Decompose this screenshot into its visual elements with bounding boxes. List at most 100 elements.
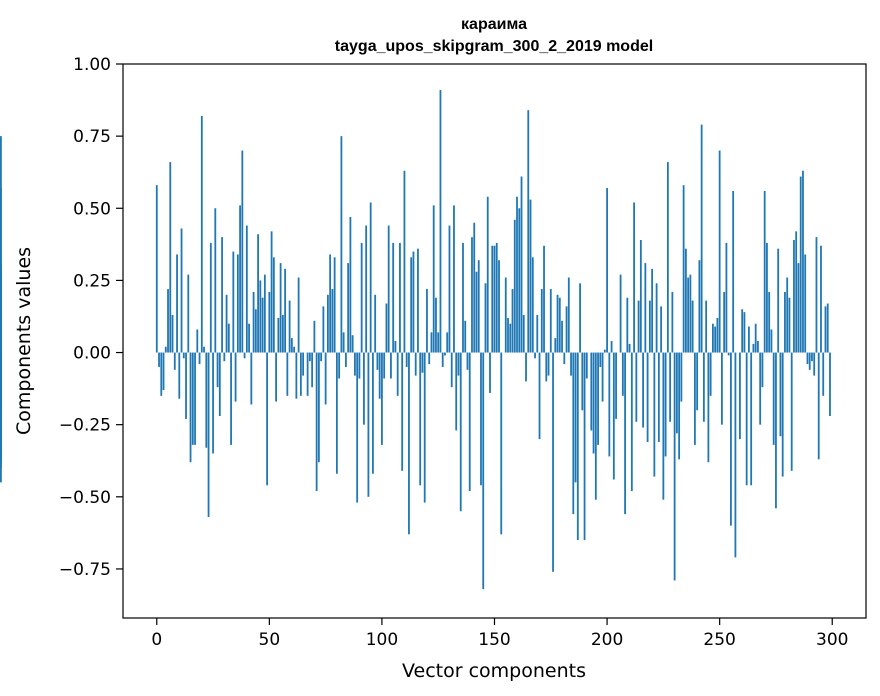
bar-179 [558, 297, 561, 353]
bar-225 [662, 352, 665, 500]
bar-235 [684, 248, 687, 353]
bar-115 [414, 352, 417, 376]
bar-24 [209, 242, 212, 353]
bar-261 [743, 312, 746, 353]
bar-54 [277, 317, 280, 353]
bar-136 [462, 242, 464, 353]
bar-53 [275, 352, 277, 402]
x-tick-label: 150 [478, 630, 510, 650]
y-axis-ticks: −0.75 −0.50 −0.25 0.00 0.25 0.50 0.75 1.00 [59, 55, 123, 580]
bar-266 [754, 323, 757, 353]
bar-267 [757, 341, 759, 353]
bar-108 [399, 242, 401, 353]
bar-260 [741, 309, 744, 353]
bar-20 [200, 115, 203, 353]
bar-286 [799, 176, 802, 353]
bar-2 [160, 352, 163, 396]
bar-21 [203, 346, 205, 353]
bar-56 [281, 315, 284, 353]
bar-105 [392, 242, 395, 353]
bar-176 [552, 352, 554, 572]
bar-89 [356, 352, 359, 503]
bar-65 [302, 352, 305, 376]
bar-87 [351, 335, 354, 353]
bar-57 [284, 268, 287, 353]
bar-180 [561, 320, 563, 353]
bar-173 [545, 352, 548, 382]
bar-157 [509, 323, 512, 353]
bar-103 [387, 225, 390, 353]
bar-150 [493, 245, 496, 353]
bar-undefined [0, 352, 2, 373]
bar-122 [430, 332, 433, 353]
bar-186 [574, 352, 577, 483]
bar-48 [263, 274, 266, 353]
bars-group [0, 89, 831, 590]
bar-84 [345, 352, 347, 367]
bar-234 [682, 185, 685, 353]
bar-72 [317, 352, 320, 463]
bar-281 [788, 297, 791, 353]
bar-146 [484, 283, 487, 353]
bar-255 [730, 352, 732, 526]
bar-38 [241, 150, 244, 353]
bar-222 [655, 283, 658, 353]
bar-16 [191, 352, 194, 445]
bar-23 [207, 352, 210, 518]
bar-104 [390, 352, 392, 379]
bar-120 [426, 289, 428, 353]
bar-295 [820, 245, 822, 353]
x-tick-label: 200 [591, 630, 623, 650]
bar-277 [779, 352, 782, 437]
y-tick-label: 0.75 [73, 127, 111, 147]
bar-undefined [0, 306, 2, 353]
bar-14 [187, 274, 190, 353]
bar-276 [777, 248, 780, 353]
bar-291 [811, 352, 813, 362]
bar-145 [482, 352, 485, 590]
bar-78 [331, 289, 334, 353]
x-axis-label: Vector components [402, 660, 586, 682]
x-tick-label: 100 [366, 630, 398, 650]
bar-69 [311, 352, 314, 388]
bar-224 [660, 306, 663, 353]
y-tick-label: −0.50 [59, 488, 111, 508]
y-tick-label: 0.00 [73, 344, 111, 364]
bar-158 [511, 289, 514, 353]
bar-232 [678, 352, 681, 460]
bar-102 [385, 303, 388, 353]
bar-169 [536, 315, 539, 353]
bar-245 [707, 352, 710, 463]
bar-298 [826, 303, 829, 353]
bar-112 [408, 352, 410, 535]
bar-63 [297, 277, 300, 353]
bar-247 [712, 323, 714, 353]
bar-107 [396, 352, 399, 396]
bar-67 [306, 352, 309, 396]
bar-216 [642, 352, 644, 428]
bar-79 [333, 257, 336, 353]
bar-131 [450, 352, 453, 388]
bar-197 [599, 352, 602, 367]
y-tick-label: 1.00 [73, 55, 111, 75]
bar-220 [651, 268, 654, 353]
bar-242 [700, 124, 703, 353]
bar-209 [626, 297, 629, 353]
bar-223 [657, 352, 660, 442]
bar-238 [691, 300, 694, 353]
bar-219 [648, 300, 651, 353]
bar-274 [772, 352, 775, 445]
bar-34 [232, 251, 235, 353]
bar-236 [687, 277, 690, 353]
bar-73 [320, 352, 323, 362]
bar-263 [748, 326, 750, 353]
bar-127 [441, 352, 444, 367]
bar-28 [218, 352, 221, 417]
bar-71 [315, 352, 318, 492]
bar-212 [633, 202, 635, 353]
bar-138 [466, 352, 469, 370]
bar-203 [612, 352, 615, 480]
bar-243 [702, 352, 705, 422]
bar-42 [250, 352, 253, 405]
